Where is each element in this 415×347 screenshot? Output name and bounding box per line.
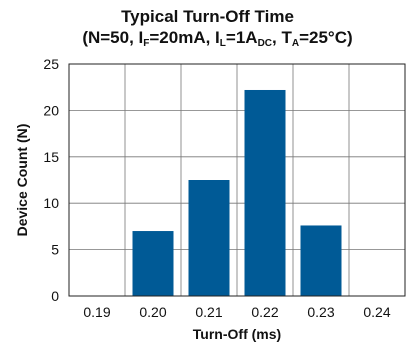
x-axis-label: Turn-Off (ms)	[193, 326, 281, 342]
y-tick-label: 0	[51, 288, 59, 304]
bar-0.21	[188, 180, 230, 296]
bar-0.20	[132, 231, 174, 296]
y-tick-label: 20	[43, 102, 59, 118]
y-axis-label: Device Count (N)	[14, 124, 30, 237]
chart-subtitle: (N=50, IF=20mA, IL=1ADC, TA=25°C)	[82, 28, 353, 49]
x-tick-label: 0.24	[363, 304, 390, 320]
x-tick-label: 0.23	[307, 304, 334, 320]
y-tick-label: 25	[43, 56, 59, 72]
grid-lines	[69, 64, 405, 296]
y-axis-ticks: 0 5 10 15 20 25	[43, 56, 59, 304]
y-tick-label: 10	[43, 195, 59, 211]
y-tick-label: 15	[43, 149, 59, 165]
chart-title: Typical Turn-Off Time	[121, 7, 294, 26]
bars	[132, 89, 342, 296]
plot-frame	[68, 63, 406, 297]
x-axis-ticks: 0.19 0.20 0.21 0.22 0.23 0.24	[83, 304, 390, 320]
x-tick-label: 0.22	[251, 304, 278, 320]
x-tick-label: 0.19	[83, 304, 110, 320]
x-tick-label: 0.21	[195, 304, 222, 320]
y-tick-label: 5	[51, 242, 59, 258]
x-tick-label: 0.20	[139, 304, 166, 320]
bar-0.22	[244, 89, 286, 296]
chart-title-block: Typical Turn-Off Time (N=50, IF=20mA, IL…	[0, 6, 415, 55]
bar-0.23	[300, 225, 342, 296]
